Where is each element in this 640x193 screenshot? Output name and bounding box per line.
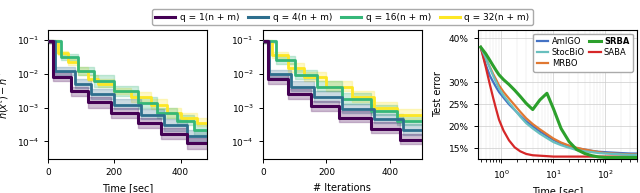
Y-axis label: $h(x^t) - h^*$: $h(x^t) - h^*$ [0, 70, 11, 119]
Y-axis label: Test error: Test error [433, 71, 443, 117]
X-axis label: Time [sec]: Time [sec] [102, 183, 153, 193]
Legend: q = 1(n + m), q = 4(n + m), q = 16(n + m), q = 32(n + m): q = 1(n + m), q = 4(n + m), q = 16(n + m… [152, 9, 533, 25]
X-axis label: Time [sec]: Time [sec] [532, 186, 583, 193]
Legend: AmIGO, StocBiO, MRBO, SRBA, SABA: AmIGO, StocBiO, MRBO, SRBA, SABA [533, 34, 632, 72]
X-axis label: # Iterations: # Iterations [314, 183, 371, 193]
